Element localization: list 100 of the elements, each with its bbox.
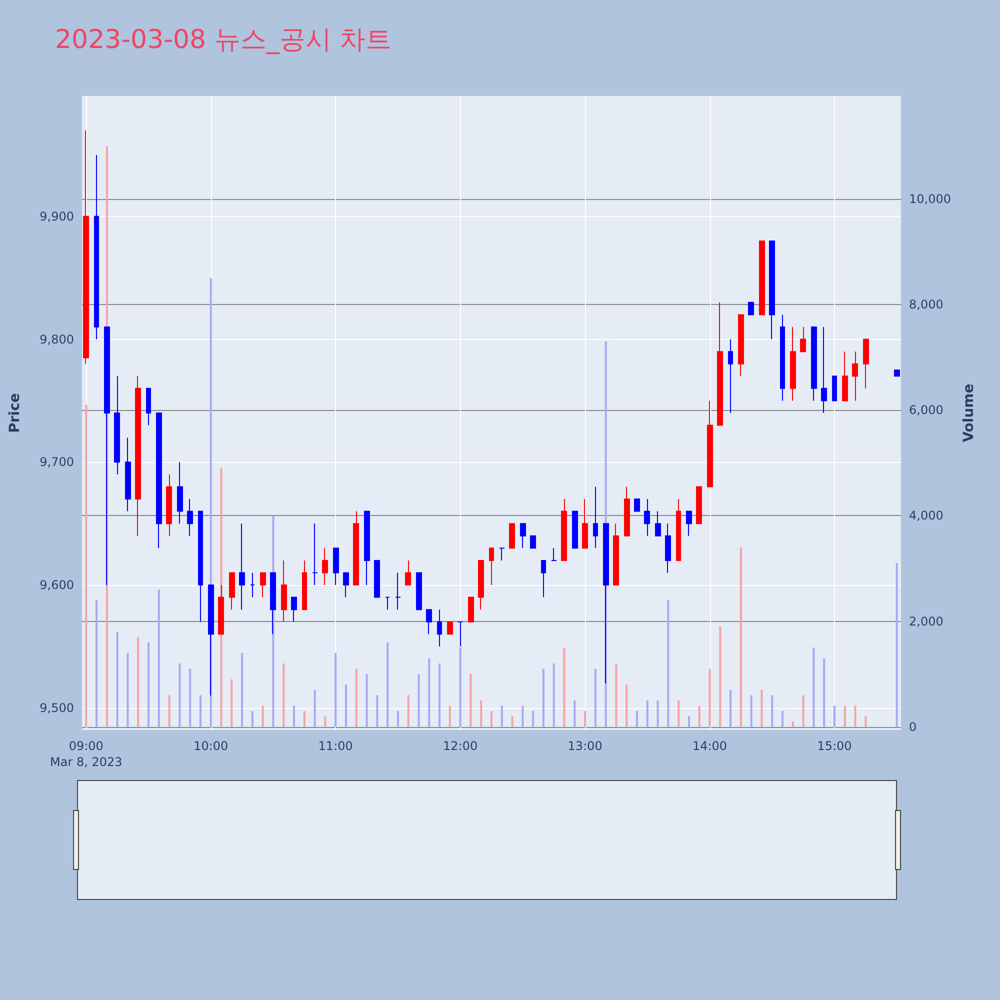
bar: [522, 706, 524, 727]
bar: [854, 706, 856, 727]
candlestick: [478, 560, 484, 610]
bar: [500, 706, 503, 727]
candlestick: [343, 572, 349, 598]
candlestick: [281, 560, 287, 622]
candlestick: [665, 523, 671, 574]
candlestick: [634, 498, 640, 512]
bar: [730, 690, 732, 727]
bar: [199, 695, 202, 727]
bar: [262, 706, 264, 727]
bar: [459, 648, 462, 727]
candlestick: [572, 510, 578, 549]
candlestick: [530, 535, 536, 549]
bar: [844, 706, 846, 727]
candlestick: [561, 498, 567, 561]
candlestick: [811, 326, 817, 402]
y-tick-label: 9,700: [40, 455, 74, 470]
candlestick: [582, 498, 588, 549]
bar: [792, 722, 794, 727]
candlestick: [769, 240, 775, 340]
candlestick: [499, 548, 505, 561]
candlestick: [437, 609, 442, 647]
candlestick: [260, 572, 266, 598]
candlestick: [447, 621, 453, 635]
bar: [656, 700, 659, 727]
bar: [448, 706, 451, 727]
candlestick: [333, 548, 339, 586]
bar: [418, 674, 420, 727]
candlestick: [208, 584, 214, 696]
bar: [584, 710, 586, 727]
y-tick-label: 9,500: [40, 700, 74, 715]
candlestick: [218, 584, 224, 635]
candlestick: [156, 412, 162, 549]
x-tick-label: 13:00: [568, 739, 602, 753]
candlestick: [593, 486, 598, 549]
bar: [552, 663, 555, 727]
bar: [719, 626, 722, 727]
candlestick: [94, 154, 99, 340]
candlestick: [717, 302, 723, 426]
bar: [823, 658, 826, 727]
candlestick: [385, 596, 390, 610]
candlestick: [270, 572, 276, 635]
bar: [282, 663, 285, 727]
candlestick: [395, 572, 401, 610]
bar: [698, 706, 700, 727]
candlestick: [250, 572, 255, 598]
bar: [708, 668, 711, 727]
candlestick: [146, 388, 151, 426]
y2-tick-label: 6,000: [909, 403, 944, 418]
bar: [85, 404, 88, 727]
bar: [542, 668, 544, 727]
y-axis-title: Price: [7, 393, 23, 433]
candlestick: [696, 486, 702, 524]
bar: [241, 652, 244, 727]
bar: [833, 706, 836, 727]
candlestick: [748, 302, 754, 316]
x-tick-label: 10:00: [194, 739, 228, 753]
bar: [407, 695, 410, 727]
candlestick: [707, 400, 713, 488]
bar: [646, 700, 648, 727]
candlestick: [489, 548, 494, 586]
candlestick: [863, 338, 869, 389]
candlestick: [322, 548, 328, 586]
bar: [168, 695, 170, 727]
bar: [396, 710, 399, 727]
candlestick: [551, 548, 557, 561]
candlestick: [114, 376, 120, 475]
candlestick: [644, 498, 650, 536]
bar: [740, 547, 742, 727]
candlestick: [125, 437, 131, 512]
candlestick: [353, 510, 359, 586]
bar: [386, 642, 389, 727]
bar: [116, 632, 118, 727]
candlestick: [374, 560, 380, 598]
candlestick: [239, 523, 245, 610]
bar: [178, 663, 181, 727]
candlestick: [457, 621, 463, 647]
candlestick: [364, 510, 370, 586]
bar: [615, 663, 618, 727]
y2-tick-label: 4,000: [909, 508, 944, 523]
x-tick-label: 14:00: [692, 739, 728, 753]
candlestick: [780, 314, 785, 402]
candlestick: [416, 572, 422, 610]
bar: [376, 695, 378, 727]
bar: [334, 652, 337, 727]
y2-tick-label: 8,000: [909, 298, 944, 312]
bar: [293, 706, 296, 727]
bar: [366, 674, 368, 727]
candlestick: [302, 560, 307, 610]
candlestick: [676, 498, 681, 561]
candlestick: [613, 523, 619, 586]
bar: [230, 679, 233, 727]
bar: [137, 637, 140, 727]
y-tick-label: 9,900: [40, 209, 74, 224]
bar: [812, 648, 815, 727]
bar: [594, 668, 596, 727]
candlestick: [842, 351, 848, 402]
bar: [344, 684, 347, 727]
candlestick: [312, 523, 318, 586]
